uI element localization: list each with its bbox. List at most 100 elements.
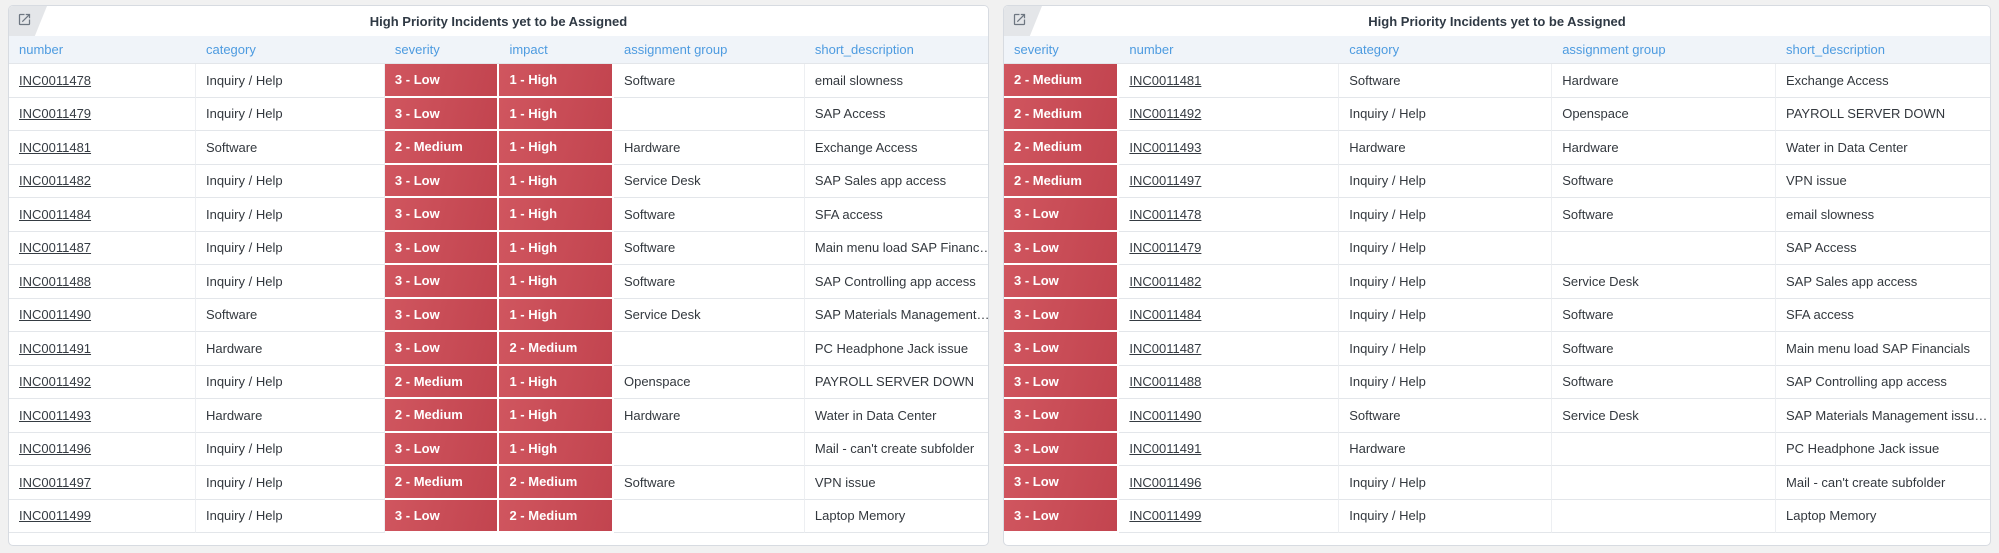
- table-row: 3 - Low INC0011487 Inquiry / Help Software M…: [1004, 332, 1990, 366]
- incident-number-link[interactable]: INC0011488: [1129, 374, 1202, 390]
- incident-number-link[interactable]: INC0011499: [1129, 508, 1202, 524]
- impact-value: 2 - Medium: [509, 507, 578, 523]
- short-description-cell: SAP Materials Management issu…: [1776, 399, 1990, 433]
- category-cell: Software: [1339, 64, 1553, 98]
- incident-number-link[interactable]: INC0011479: [1129, 240, 1202, 256]
- category-value: Inquiry / Help: [1349, 508, 1426, 524]
- severity-badge-cell: 3 - Low: [384, 64, 500, 98]
- severity-value: 3 - Low: [1014, 206, 1059, 222]
- severity-value: 2 - Medium: [394, 474, 463, 490]
- incident-number-link[interactable]: INC0011491: [19, 340, 92, 356]
- column-header-number[interactable]: number: [1119, 36, 1340, 64]
- category-value: Inquiry / Help: [1349, 173, 1426, 189]
- number-cell: INC0011493: [9, 399, 196, 433]
- incident-number-link[interactable]: INC0011499: [19, 508, 92, 524]
- incident-number-link[interactable]: INC0011490: [1129, 407, 1202, 423]
- number-cell: INC0011491: [9, 332, 196, 366]
- incident-number-link[interactable]: INC0011491: [1129, 441, 1202, 457]
- impact-value: 1 - High: [509, 239, 558, 255]
- assignment-group-cell: Hardware: [613, 399, 805, 433]
- severity-badge-cell: 3 - Low: [1004, 265, 1120, 299]
- assignment-group-value: Hardware: [1562, 139, 1619, 155]
- incident-number-link[interactable]: INC0011482: [19, 173, 92, 189]
- incident-number-link[interactable]: INC0011488: [19, 273, 92, 289]
- incident-number-link[interactable]: INC0011478: [19, 72, 92, 88]
- severity-value: 2 - Medium: [1014, 139, 1082, 155]
- table-row: 3 - Low INC0011491 Hardware PC Headphone Ja…: [1004, 432, 1990, 466]
- impact-value: 1 - High: [509, 206, 558, 222]
- incident-number-link[interactable]: INC0011479: [19, 106, 92, 122]
- incident-number-link[interactable]: INC0011496: [1129, 474, 1202, 490]
- incident-number-link[interactable]: INC0011484: [1129, 307, 1202, 323]
- incident-number-link[interactable]: INC0011481: [1129, 72, 1202, 88]
- short-description-value: SFA access: [1786, 307, 1854, 323]
- column-header-severity[interactable]: severity: [1004, 36, 1120, 64]
- short-description-cell: PAYROLL SERVER DOWN: [1776, 97, 1990, 131]
- severity-badge-cell: 2 - Medium: [384, 131, 500, 165]
- number-cell: INC0011484: [1119, 298, 1340, 332]
- incident-number-link[interactable]: INC0011497: [19, 474, 92, 490]
- category-value: Inquiry / Help: [205, 508, 283, 524]
- category-cell: Inquiry / Help: [195, 365, 385, 399]
- popout-icon[interactable]: [17, 12, 32, 27]
- incident-number-link[interactable]: INC0011482: [1129, 273, 1202, 289]
- column-header-number[interactable]: number: [9, 36, 196, 64]
- column-header-short-description[interactable]: short_description: [1776, 36, 1990, 64]
- short-description-cell: SAP Sales app access: [804, 164, 988, 198]
- assignment-group-cell: [1552, 231, 1777, 265]
- column-header-assignment-group[interactable]: assignment group: [613, 36, 805, 64]
- incident-number-link[interactable]: INC0011481: [19, 139, 92, 155]
- short-description-cell: PC Headphone Jack issue: [1776, 432, 1990, 466]
- severity-value: 2 - Medium: [394, 139, 463, 155]
- severity-value: 3 - Low: [1014, 373, 1059, 389]
- assignment-group-cell: Hardware: [1552, 131, 1777, 165]
- report-widget-incidents-right: High Priority Incidents yet to be Assign…: [1003, 5, 1991, 546]
- column-header-impact[interactable]: impact: [499, 36, 614, 64]
- incident-number-link[interactable]: INC0011490: [19, 307, 92, 323]
- severity-value: 3 - Low: [1014, 340, 1059, 356]
- short-description-value: PAYROLL SERVER DOWN: [1786, 106, 1946, 122]
- short-description-value: SAP Sales app access: [814, 173, 947, 189]
- incident-number-link[interactable]: INC0011493: [1129, 139, 1202, 155]
- column-header-severity[interactable]: severity: [384, 36, 500, 64]
- severity-value: 3 - Low: [394, 72, 440, 88]
- number-cell: INC0011478: [1119, 198, 1340, 232]
- column-header-category[interactable]: category: [1339, 36, 1553, 64]
- popout-icon[interactable]: [1012, 12, 1027, 27]
- table-row: 2 - Medium INC0011481 Software Hardware Exch…: [1004, 64, 1990, 98]
- report-widget-incidents-left: High Priority Incidents yet to be Assign…: [8, 5, 989, 546]
- incident-number-link[interactable]: INC0011492: [1129, 106, 1202, 122]
- incident-number-link[interactable]: INC0011484: [19, 206, 92, 222]
- column-header-category[interactable]: category: [195, 36, 385, 64]
- incident-number-link[interactable]: INC0011497: [1129, 173, 1202, 189]
- incident-number-link[interactable]: INC0011496: [19, 441, 92, 457]
- short-description-value: VPN issue: [814, 474, 876, 490]
- category-value: Inquiry / Help: [1349, 240, 1426, 256]
- short-description-value: Mail - can't create subfolder: [814, 441, 975, 457]
- impact-badge-cell: 1 - High: [499, 399, 614, 433]
- incident-number-link[interactable]: INC0011487: [1129, 340, 1202, 356]
- assignment-group-value: Service Desk: [623, 307, 701, 323]
- column-header-short-description[interactable]: short_description: [804, 36, 988, 64]
- incident-number-link[interactable]: INC0011478: [1129, 206, 1202, 222]
- incident-number-link[interactable]: INC0011492: [19, 374, 92, 390]
- column-header-row: number category severity impact assignment g…: [9, 36, 988, 64]
- severity-badge-cell: 3 - Low: [1004, 231, 1120, 265]
- category-value: Inquiry / Help: [205, 441, 283, 457]
- category-value: Inquiry / Help: [205, 273, 283, 289]
- short-description-value: Exchange Access: [1786, 72, 1889, 88]
- table-row: INC0011491 Hardware 3 - Low 2 - Medium PC He…: [9, 332, 988, 366]
- incident-number-link[interactable]: INC0011493: [19, 407, 92, 423]
- assignment-group-cell: [613, 97, 805, 131]
- severity-badge-cell: 2 - Medium: [384, 365, 500, 399]
- impact-value: 1 - High: [509, 139, 558, 155]
- category-value: Software: [1349, 72, 1401, 88]
- severity-badge-cell: 3 - Low: [1004, 432, 1120, 466]
- category-cell: Inquiry / Help: [1339, 332, 1553, 366]
- severity-value: 3 - Low: [1014, 507, 1059, 523]
- category-cell: Inquiry / Help: [1339, 231, 1553, 265]
- assignment-group-value: Openspace: [1562, 106, 1629, 122]
- column-header-assignment-group[interactable]: assignment group: [1552, 36, 1777, 64]
- incident-number-link[interactable]: INC0011487: [19, 240, 92, 256]
- assignment-group-value: Hardware: [623, 407, 681, 423]
